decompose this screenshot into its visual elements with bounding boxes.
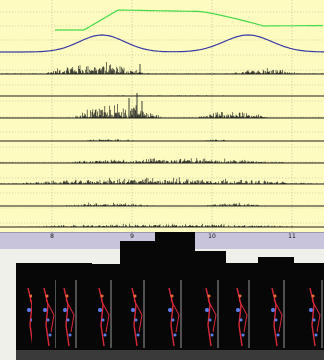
skeleton-figure xyxy=(50,280,102,360)
signal-traces xyxy=(0,0,324,232)
tick-label: 9 xyxy=(130,233,134,240)
motion-capture-video-strip xyxy=(0,232,324,360)
skeleton-figure xyxy=(155,280,195,360)
emg-trace xyxy=(0,223,324,227)
emg-trace xyxy=(0,139,324,141)
emg-trace xyxy=(0,104,324,118)
tick-label: 10 xyxy=(208,233,216,240)
signal-plot-panel[interactable] xyxy=(0,0,324,232)
video-frame xyxy=(296,269,324,360)
skeleton-figure xyxy=(83,280,128,360)
green-trace xyxy=(55,9,323,31)
blue-trace xyxy=(0,34,324,53)
skeleton-figure xyxy=(225,280,261,360)
skeleton-figure xyxy=(120,280,160,360)
tick-label: 8 xyxy=(50,233,54,240)
emg-trace xyxy=(0,62,324,74)
skeleton-figure xyxy=(258,280,294,360)
emg-trace xyxy=(0,202,324,206)
skeleton-figure xyxy=(296,280,324,360)
video-frame xyxy=(258,257,294,360)
emg-trace xyxy=(0,95,324,96)
video-frame xyxy=(120,241,160,360)
video-frame xyxy=(225,263,261,360)
skeleton-figure xyxy=(190,280,226,360)
video-frame xyxy=(190,251,226,360)
video-frame xyxy=(32,273,56,360)
tick-label: 11 xyxy=(288,233,296,240)
video-frame xyxy=(155,232,195,360)
emg-trace xyxy=(0,177,324,184)
emg-trace xyxy=(0,158,324,163)
skeleton-figure xyxy=(32,280,56,360)
